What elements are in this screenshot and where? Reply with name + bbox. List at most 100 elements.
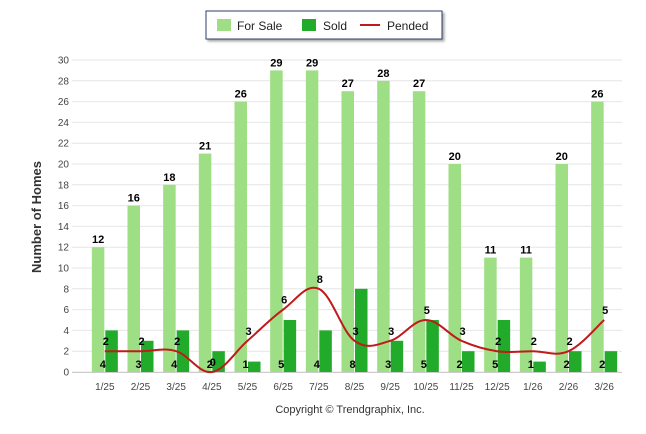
x-tick-label: 8/25 [345, 382, 365, 393]
bar-for-sale [270, 70, 283, 373]
y-tick-label: 20 [58, 160, 70, 171]
data-labels: 1241631842122612952942782832752021151112… [92, 57, 608, 371]
label-sold: 3 [385, 359, 391, 371]
label-for-sale: 29 [306, 57, 318, 69]
label-sold: 5 [421, 359, 427, 371]
bar-for-sale [305, 70, 319, 373]
bar-for-sale [341, 91, 354, 372]
bar-for-sale [555, 164, 568, 372]
bar-sold [248, 361, 261, 372]
bar-sold [283, 320, 297, 372]
bar-sold [426, 320, 439, 372]
label-for-sale: 29 [270, 57, 282, 69]
y-tick-label: 0 [63, 368, 69, 379]
bar-for-sale [234, 101, 247, 372]
label-pended: 8 [317, 274, 323, 286]
x-tick-label: 6/25 [273, 382, 293, 393]
legend-label-sold: Sold [323, 19, 347, 33]
label-sold: 8 [349, 359, 355, 371]
bar-sold [497, 320, 511, 372]
x-tick-label: 7/25 [309, 382, 329, 393]
bar-for-sale [91, 247, 105, 372]
bar-for-sale [198, 153, 212, 372]
x-tick-label: 3/26 [594, 382, 614, 393]
bar-for-sale [163, 184, 176, 372]
bar-sold [141, 340, 154, 372]
y-tick-label: 22 [58, 139, 70, 150]
y-axis-label: Number of Homes [29, 161, 44, 273]
x-tick-label: 1/26 [523, 382, 543, 393]
bar-sold [569, 351, 582, 372]
label-sold: 1 [528, 359, 534, 371]
label-for-sale: 12 [92, 234, 104, 246]
label-pended: 2 [566, 336, 572, 348]
label-sold: 4 [314, 359, 321, 371]
y-tick-label: 8 [63, 284, 69, 295]
label-pended: 2 [495, 336, 501, 348]
x-tick-label: 1/25 [95, 382, 115, 393]
label-sold: 3 [135, 359, 141, 371]
bars [91, 70, 618, 373]
y-tick-label: 26 [58, 97, 70, 108]
label-for-sale: 27 [413, 78, 425, 90]
label-pended: 3 [388, 326, 394, 338]
x-tick-label: 12/25 [485, 382, 510, 393]
label-sold: 5 [492, 359, 498, 371]
label-sold: 2 [207, 359, 213, 371]
y-tick-label: 4 [63, 326, 69, 337]
label-sold: 5 [278, 359, 284, 371]
bar-for-sale [591, 101, 604, 372]
bar-for-sale [448, 164, 461, 372]
x-tick-label: 5/25 [238, 382, 258, 393]
legend-swatch-sold [302, 19, 316, 31]
label-sold: 4 [100, 359, 107, 371]
label-pended: 2 [138, 336, 144, 348]
legend-label-pended: Pended [387, 19, 428, 33]
label-pended: 3 [459, 326, 465, 338]
bar-sold [533, 361, 546, 372]
y-tick-label: 16 [58, 201, 70, 212]
pended-line [104, 286, 605, 374]
bar-sold [604, 351, 618, 372]
y-tick-label: 10 [58, 264, 70, 275]
label-for-sale: 28 [377, 68, 389, 80]
label-pended: 2 [174, 336, 180, 348]
bar-sold [176, 330, 190, 372]
bar-for-sale [377, 80, 390, 373]
legend: For Sale Sold Pended [205, 10, 443, 40]
label-pended: 5 [602, 305, 608, 317]
label-pended: 2 [531, 336, 537, 348]
x-tick-label: 3/25 [166, 382, 186, 393]
label-for-sale: 21 [199, 141, 211, 153]
label-for-sale: 11 [485, 245, 497, 257]
label-for-sale: 20 [449, 151, 461, 163]
label-for-sale: 26 [591, 89, 603, 101]
y-tick-label: 24 [58, 118, 70, 129]
label-for-sale: 16 [128, 193, 140, 205]
x-tick-label: 2/26 [559, 382, 579, 393]
bar-for-sale [127, 205, 140, 372]
pended-series-line [104, 286, 605, 374]
label-pended: 3 [352, 326, 358, 338]
x-tick-label: 4/25 [202, 382, 222, 393]
x-tick-label: 10/25 [413, 382, 438, 393]
legend-label-for-sale: For Sale [237, 19, 283, 33]
label-for-sale: 26 [235, 89, 247, 101]
label-sold: 2 [456, 359, 462, 371]
label-for-sale: 27 [342, 78, 354, 90]
label-for-sale: 18 [163, 172, 175, 184]
label-pended: 0 [210, 357, 216, 369]
legend-swatch-for-sale [217, 19, 231, 31]
bar-for-sale [484, 257, 497, 372]
bar-sold [390, 340, 404, 372]
label-pended: 3 [245, 326, 251, 338]
label-sold: 1 [242, 359, 248, 371]
label-sold: 2 [599, 359, 605, 371]
y-tick-label: 12 [58, 243, 70, 254]
bar-sold [462, 351, 475, 372]
y-tick-label: 6 [63, 305, 69, 316]
y-tick-label: 18 [58, 180, 70, 191]
